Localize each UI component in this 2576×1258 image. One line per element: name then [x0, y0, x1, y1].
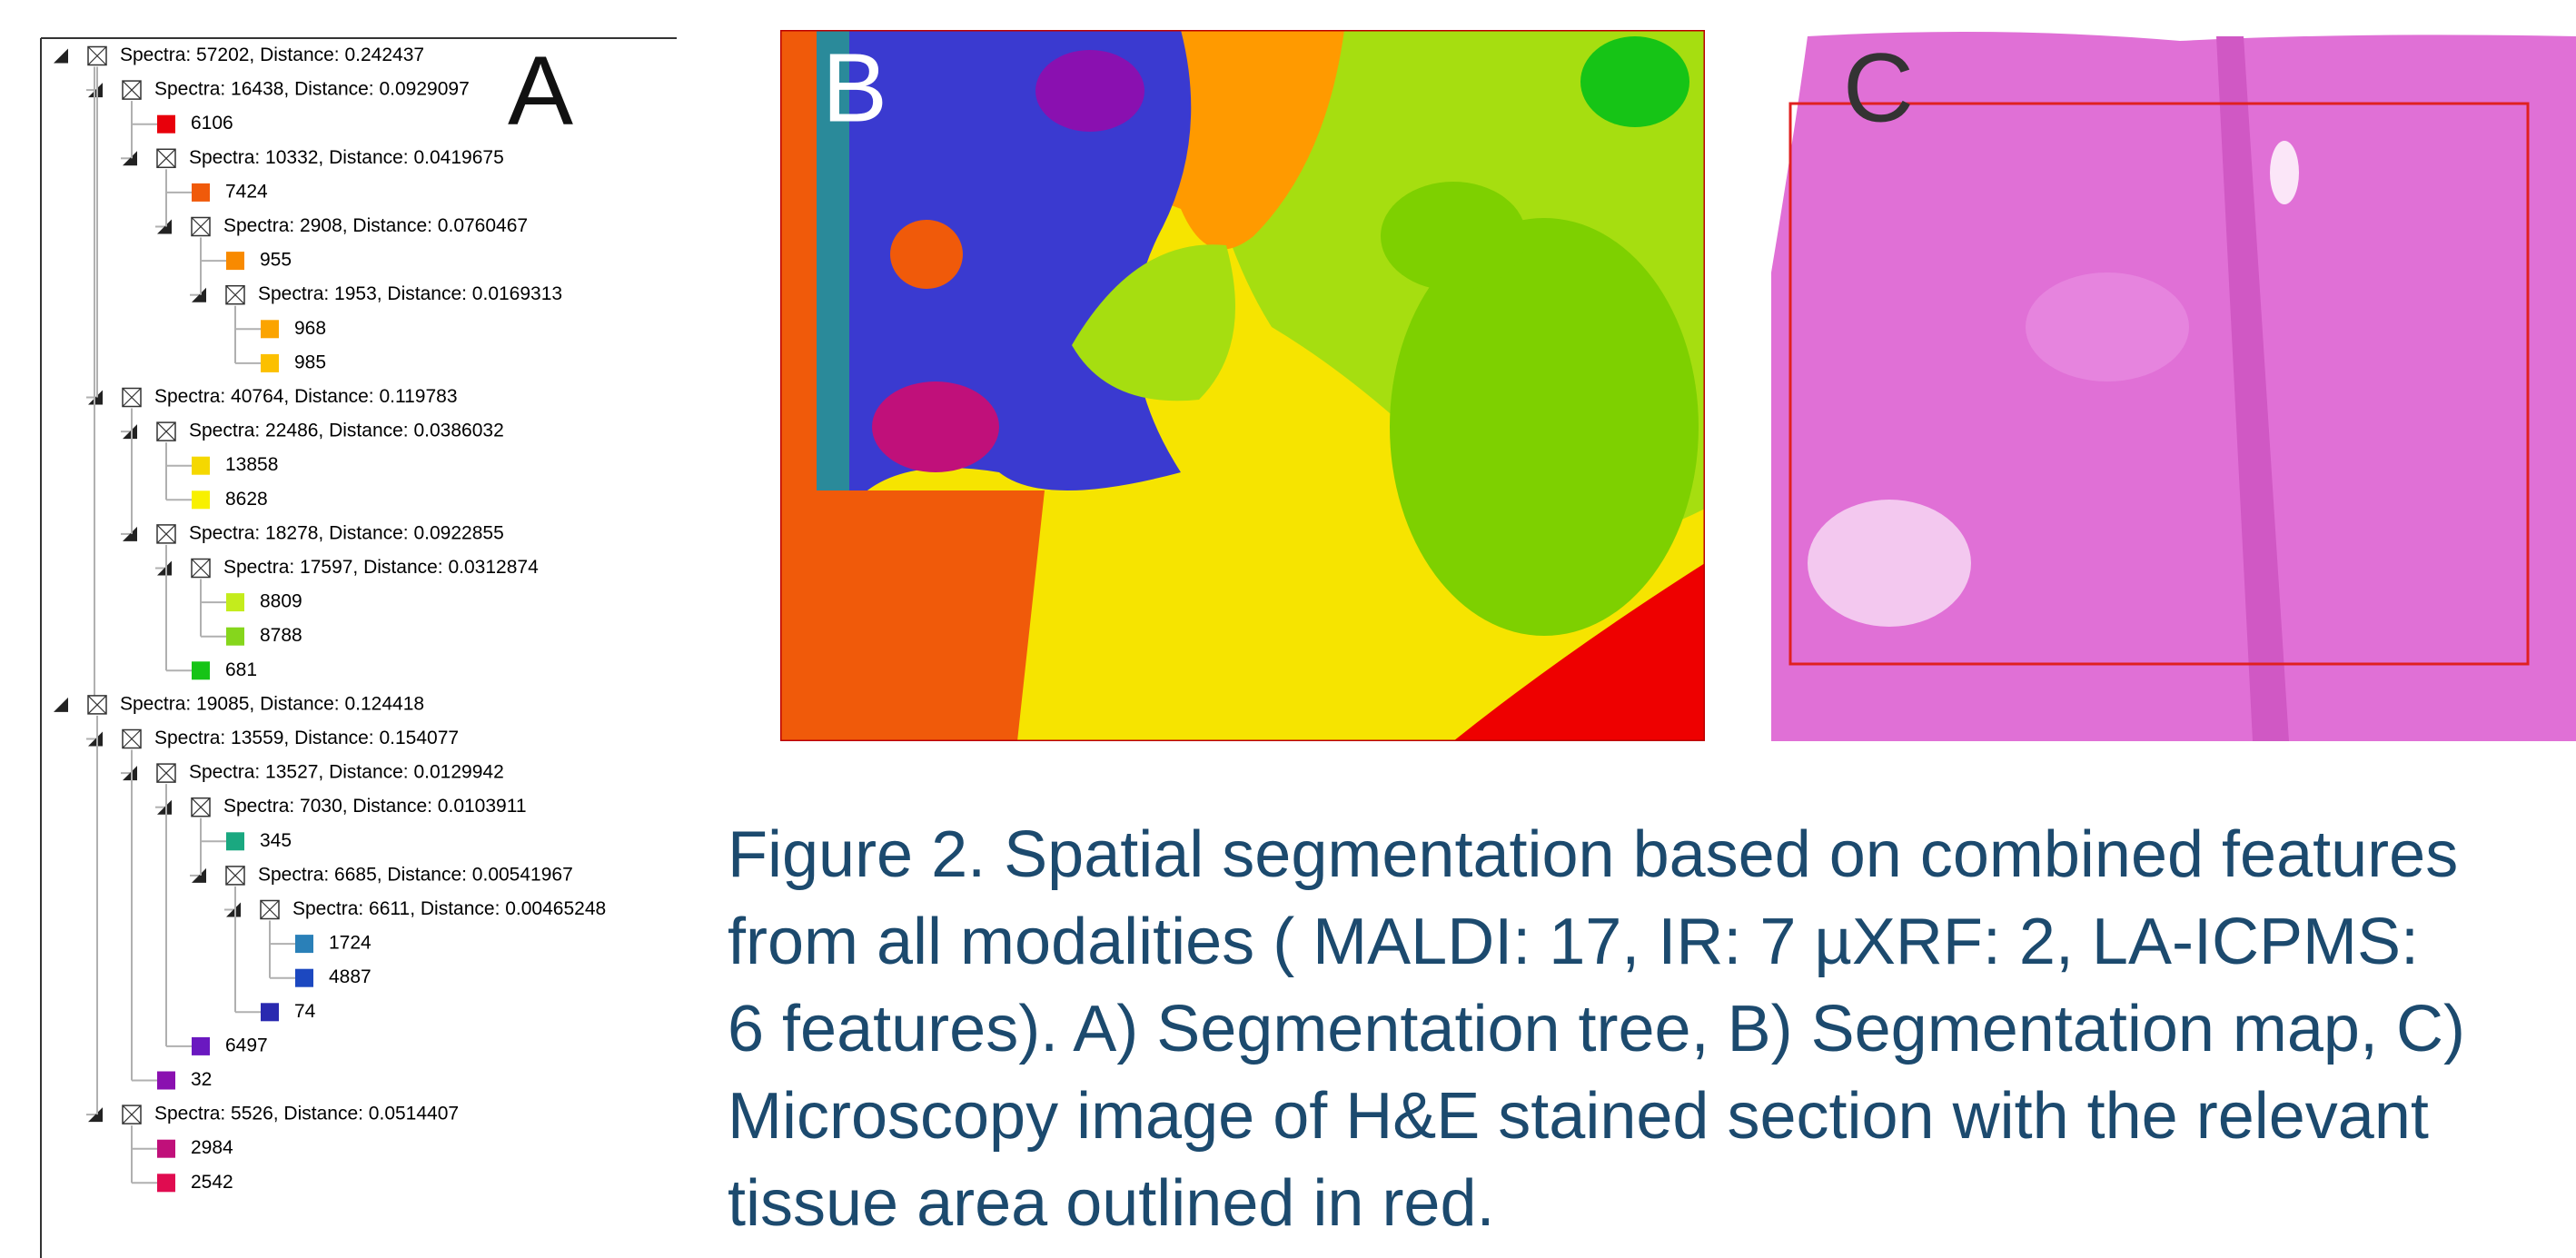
leaf-swatch [261, 353, 279, 372]
node-checkbox-cross [225, 285, 245, 305]
expand-toggle [88, 1107, 103, 1123]
node-checkbox-cross [156, 421, 176, 441]
leaf-label: 8809 [260, 591, 302, 612]
node-label: Spectra: 10332, Distance: 0.0419675 [189, 147, 504, 168]
expand-toggle [123, 424, 137, 440]
expand-toggle [192, 287, 206, 302]
leaf-swatch [157, 1174, 175, 1193]
leaf-swatch [226, 627, 244, 646]
leaf-label: 681 [225, 659, 257, 680]
node-checkbox-cross [87, 46, 107, 65]
expand-toggle [157, 799, 172, 815]
leaf-swatch [157, 1071, 175, 1090]
leaf-swatch [261, 1003, 279, 1022]
node-label: Spectra: 13527, Distance: 0.0129942 [189, 762, 504, 783]
leaf-label: 7424 [225, 181, 268, 202]
node-label: Spectra: 13559, Distance: 0.154077 [154, 728, 459, 748]
node-checkbox-cross [122, 80, 142, 100]
segmentation-map: B [780, 30, 1705, 741]
node-checkbox-cross [156, 148, 176, 168]
leaf-swatch [226, 832, 244, 851]
leaf-swatch [192, 456, 210, 475]
leaf-swatch [226, 252, 244, 271]
leaf-label: 968 [294, 318, 326, 339]
leaf-label: 6106 [191, 113, 233, 134]
node-label: Spectra: 18278, Distance: 0.0922855 [189, 522, 504, 543]
expand-toggle [157, 219, 172, 234]
leaf-label: 2542 [191, 1172, 233, 1193]
expand-toggle [192, 867, 206, 883]
node-label: Spectra: 1953, Distance: 0.0169313 [258, 283, 562, 304]
leaf-swatch [192, 490, 210, 510]
microscopy-image: C [1771, 32, 2576, 741]
node-checkbox-cross [191, 797, 211, 817]
leaf-swatch [157, 1139, 175, 1158]
node-checkbox-cross [191, 559, 211, 578]
node-checkbox-cross [122, 1104, 142, 1124]
leaf-label: 8788 [260, 625, 302, 646]
expand-toggle [123, 766, 137, 781]
expand-toggle [226, 902, 241, 917]
leaf-label: 2984 [191, 1137, 233, 1158]
expand-toggle [54, 697, 68, 712]
leaf-swatch [192, 1036, 210, 1055]
leaf-label: 955 [260, 250, 292, 271]
leaf-label: 345 [260, 830, 292, 851]
node-checkbox-cross [122, 388, 142, 407]
expand-toggle [88, 731, 103, 747]
leaf-swatch [192, 183, 210, 202]
node-label: Spectra: 57202, Distance: 0.242437 [120, 45, 424, 65]
expand-toggle [123, 151, 137, 166]
panel-label: A [508, 35, 573, 145]
node-checkbox-cross [260, 900, 280, 919]
leaf-label: 8628 [225, 489, 268, 510]
caption-line: Microscopy image of H&E stained section … [728, 1080, 2429, 1153]
caption-line: from all modalities ( MALDI: 17, IR: 7 µ… [728, 906, 2419, 978]
node-checkbox-cross [156, 524, 176, 544]
leaf-swatch [261, 320, 279, 339]
leaf-swatch [192, 661, 210, 680]
expand-toggle [157, 560, 172, 576]
node-checkbox-cross [225, 866, 245, 886]
leaf-label: 13858 [225, 454, 278, 475]
leaf-label: 985 [294, 352, 326, 372]
node-label: Spectra: 19085, Distance: 0.124418 [120, 693, 424, 714]
caption-line: 6 features). A) Segmentation tree, B) Se… [728, 993, 2465, 1065]
expand-toggle [123, 526, 137, 541]
expand-toggle [54, 48, 68, 64]
node-checkbox-cross [156, 763, 176, 783]
panel-label: C [1843, 33, 1914, 143]
node-label: Spectra: 7030, Distance: 0.0103911 [223, 796, 527, 817]
node-label: Spectra: 17597, Distance: 0.0312874 [223, 557, 539, 578]
panel-label: B [822, 33, 887, 143]
leaf-label: 6497 [225, 1035, 268, 1055]
node-label: Spectra: 22486, Distance: 0.0386032 [189, 421, 504, 441]
leaf-label: 32 [191, 1069, 212, 1090]
leaf-label: 1724 [329, 933, 372, 954]
node-label: Spectra: 5526, Distance: 0.0514407 [154, 1104, 459, 1124]
node-label: Spectra: 40764, Distance: 0.119783 [154, 386, 458, 407]
leaf-swatch [295, 968, 313, 987]
leaf-swatch [295, 935, 313, 954]
node-checkbox-cross [87, 695, 107, 715]
node-checkbox-cross [191, 217, 211, 236]
leaf-label: 4887 [329, 966, 372, 987]
node-label: Spectra: 6685, Distance: 0.00541967 [258, 864, 573, 885]
tree-panel: Spectra: 57202, Distance: 0.242437 Spectr… [40, 35, 677, 1258]
node-checkbox-cross [122, 729, 142, 748]
node-label: Spectra: 16438, Distance: 0.0929097 [154, 79, 470, 100]
segmentation-tree: Spectra: 57202, Distance: 0.242437 Spectr… [54, 45, 606, 1193]
leaf-swatch [226, 593, 244, 612]
caption-line: tissue area outlined in red. [728, 1167, 1495, 1240]
caption-line: Figure 2. Spatial segmentation based on … [728, 818, 2458, 891]
node-label: Spectra: 2908, Distance: 0.0760467 [223, 215, 528, 236]
leaf-label: 74 [294, 1001, 316, 1022]
caption: Figure 2. Spatial segmentation based on … [728, 818, 2465, 1240]
leaf-swatch [157, 114, 175, 134]
node-label: Spectra: 6611, Distance: 0.00465248 [292, 898, 606, 919]
